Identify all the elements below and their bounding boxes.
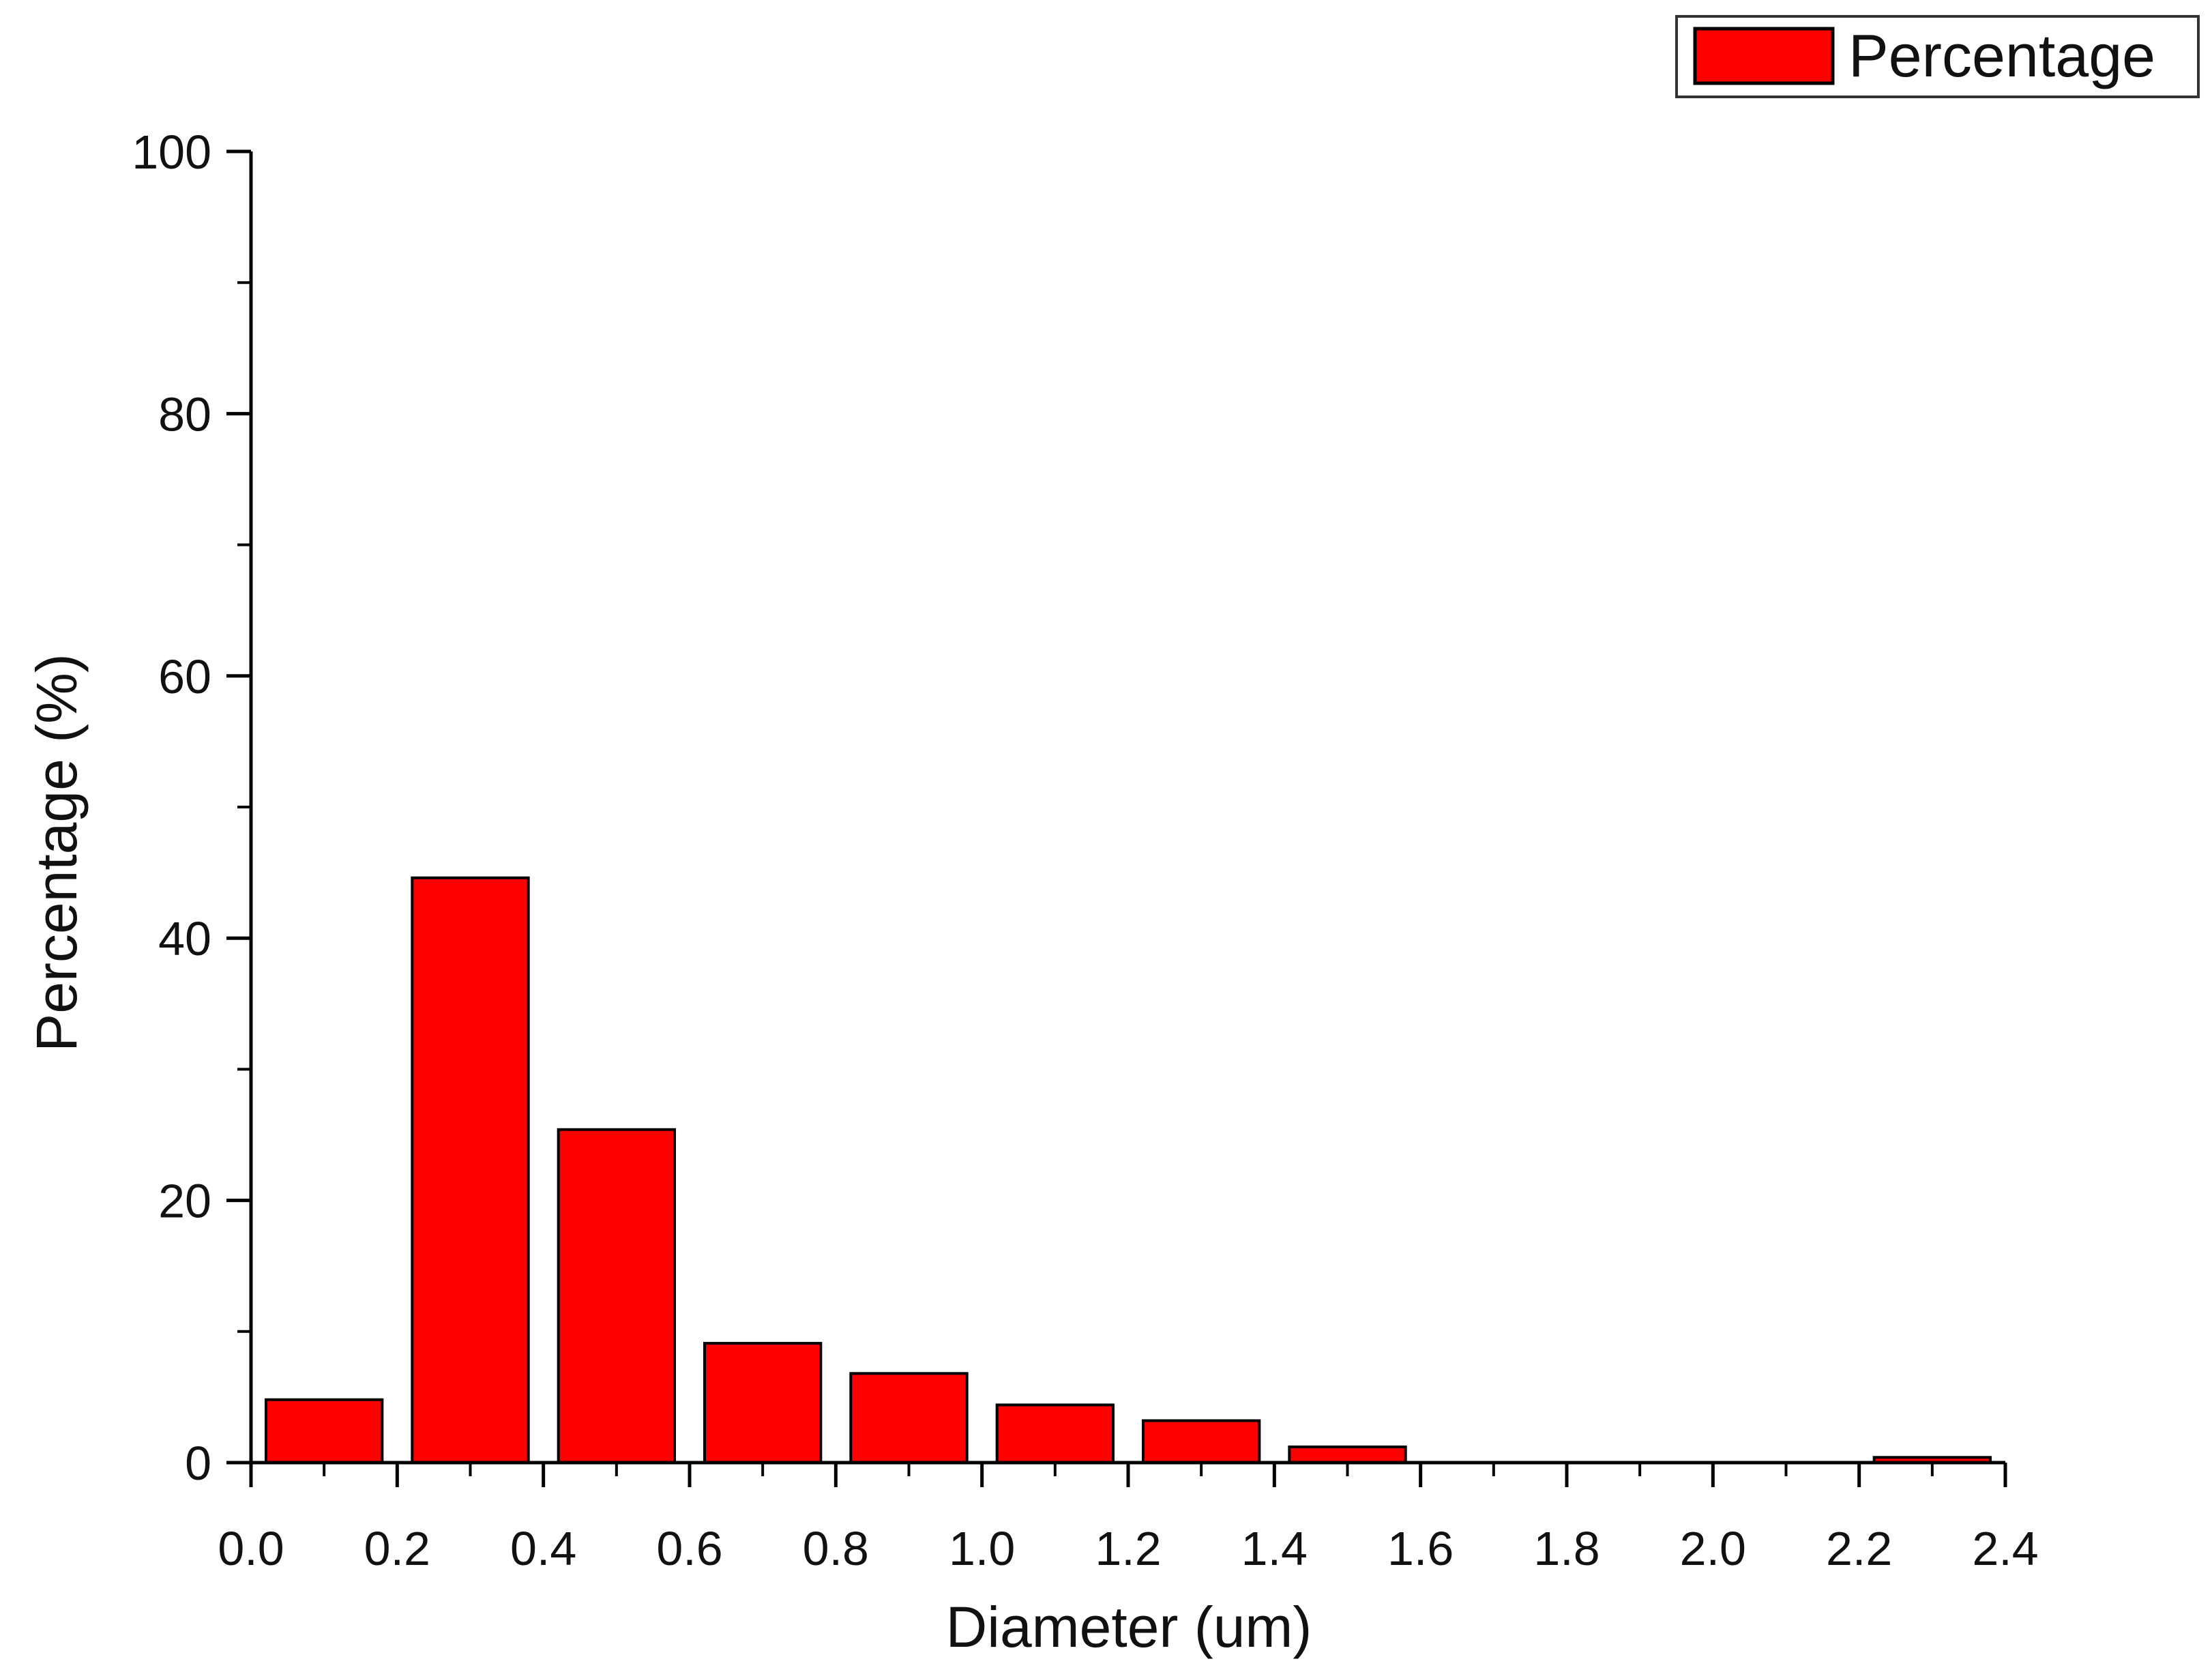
x-tick-label: 2.4 bbox=[1972, 1522, 2038, 1575]
x-tick-label: 1.0 bbox=[949, 1522, 1015, 1575]
y-tick-label: 20 bbox=[158, 1175, 211, 1228]
x-tick-label: 0.4 bbox=[510, 1522, 576, 1575]
x-tick-label: 1.2 bbox=[1095, 1522, 1161, 1575]
legend-swatch bbox=[1693, 27, 1835, 85]
y-tick-label: 40 bbox=[158, 912, 211, 965]
x-axis-title: Diameter (um) bbox=[946, 1595, 1312, 1659]
y-tick-label: 60 bbox=[158, 650, 211, 703]
x-tick-label: 1.4 bbox=[1241, 1522, 1308, 1575]
x-tick-label: 1.8 bbox=[1533, 1522, 1599, 1575]
bar bbox=[557, 1128, 677, 1464]
legend: Percentage bbox=[1675, 15, 2200, 98]
bars-layer bbox=[265, 876, 1992, 1465]
bar bbox=[411, 876, 530, 1464]
y-tick-label: 100 bbox=[132, 126, 211, 179]
x-tick-label: 1.6 bbox=[1387, 1522, 1454, 1575]
legend-label: Percentage bbox=[1848, 22, 2155, 89]
bar bbox=[995, 1403, 1115, 1464]
x-tick-label: 2.2 bbox=[1826, 1522, 1892, 1575]
x-tick-label: 0.0 bbox=[218, 1522, 284, 1575]
y-tick-label: 0 bbox=[185, 1437, 211, 1490]
x-tick-label: 2.0 bbox=[1680, 1522, 1746, 1575]
x-tick-label: 0.2 bbox=[364, 1522, 430, 1575]
bar bbox=[1142, 1419, 1261, 1465]
ticks-layer: 0.0 0.2 0.4 0.6 0.8 1.0 1.2 1.4 1.6 1.8 2.0 2.2 2.4 0… bbox=[132, 126, 2038, 1575]
bar bbox=[265, 1398, 384, 1464]
y-axis-title: Percentage (%) bbox=[25, 654, 89, 1052]
x-tick-label: 0.8 bbox=[803, 1522, 869, 1575]
bar bbox=[1288, 1445, 1407, 1465]
x-tick-label: 0.6 bbox=[656, 1522, 722, 1575]
bar bbox=[849, 1372, 969, 1464]
y-tick-label: 80 bbox=[158, 387, 211, 441]
bar bbox=[703, 1342, 823, 1465]
